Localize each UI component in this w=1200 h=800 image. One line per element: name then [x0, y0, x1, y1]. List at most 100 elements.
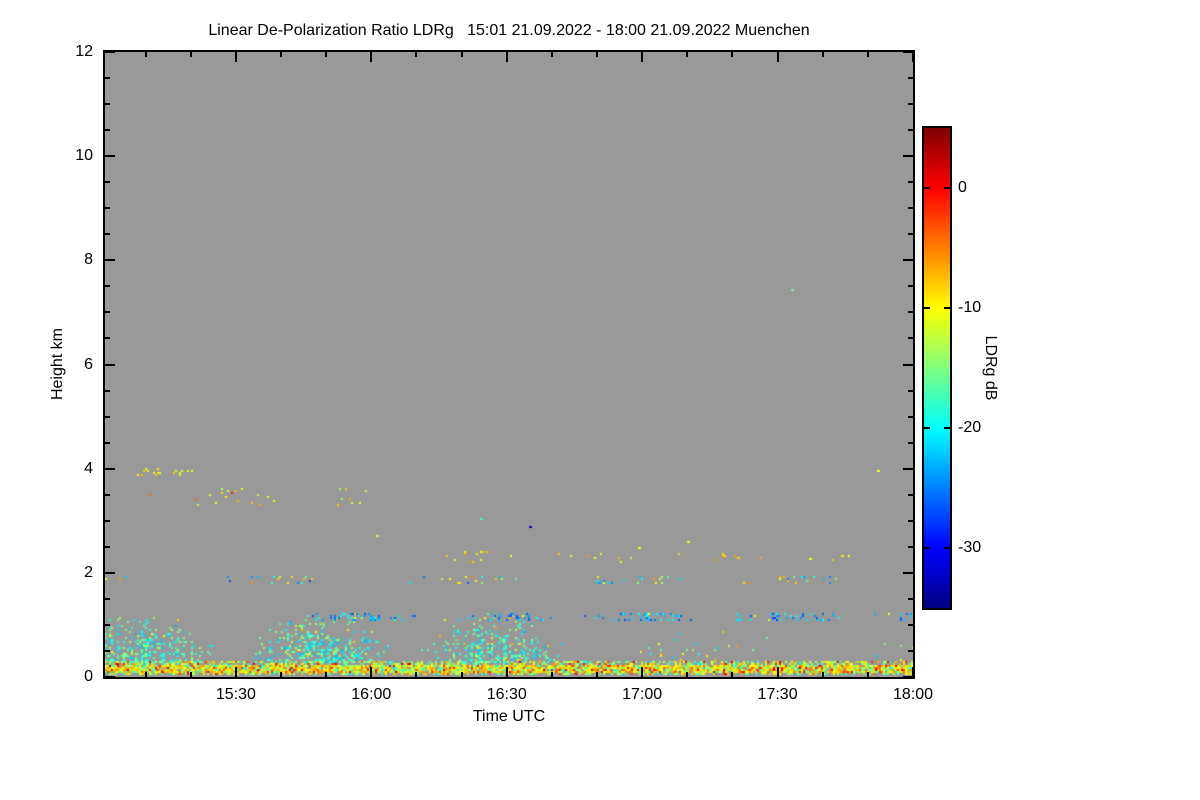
colorbar-tick	[944, 547, 950, 549]
y-axis-tick	[908, 390, 913, 392]
colorbar-tick-label: -30	[958, 539, 982, 556]
y-axis-tick	[105, 337, 110, 339]
y-axis-tick	[908, 520, 913, 522]
x-axis-tick	[822, 672, 824, 677]
colorbar-tick	[944, 187, 950, 189]
x-axis-tick	[280, 672, 282, 677]
x-axis-tick	[867, 672, 869, 677]
y-axis-tick	[105, 520, 110, 522]
y-axis-tick	[903, 364, 913, 366]
y-axis-tick	[105, 181, 110, 183]
x-tick-label: 16:00	[351, 686, 392, 703]
y-axis-tick	[908, 311, 913, 313]
y-axis-tick	[908, 77, 913, 79]
x-axis-tick	[235, 667, 237, 677]
y-axis-tick	[105, 416, 110, 418]
x-axis-tick	[641, 52, 643, 62]
y-axis-tick	[105, 259, 115, 261]
y-tick-label: 10	[75, 147, 93, 165]
y-axis-tick	[105, 676, 115, 678]
y-axis-tick	[105, 155, 115, 157]
colorbar-tick	[944, 307, 950, 309]
x-axis-tick	[506, 52, 508, 62]
x-axis-tick	[596, 672, 598, 677]
y-axis-tick	[105, 572, 115, 574]
y-axis-tick	[908, 624, 913, 626]
y-axis-tick	[105, 442, 110, 444]
y-axis-tick	[908, 494, 913, 496]
x-axis-tick	[190, 672, 192, 677]
y-axis-tick	[105, 103, 110, 105]
y-axis-tick	[903, 468, 913, 470]
y-axis-tick	[105, 311, 110, 313]
x-tick-label: 17:00	[622, 686, 663, 703]
y-axis-tick	[908, 337, 913, 339]
x-axis-tick	[415, 52, 417, 57]
y-axis-tick	[903, 676, 913, 678]
x-axis-tick	[731, 672, 733, 677]
x-axis-tick	[686, 52, 688, 57]
x-tick-label: 15:30	[215, 686, 256, 703]
x-axis-tick	[370, 52, 372, 62]
x-axis-tick	[912, 667, 914, 677]
x-axis-tick	[867, 52, 869, 57]
colorbar-tick	[924, 427, 930, 429]
x-axis-tick	[777, 52, 779, 62]
y-axis-tick	[105, 468, 115, 470]
x-axis-tick	[325, 672, 327, 677]
x-axis-tick	[280, 52, 282, 57]
colorbar-tick-label: -10	[958, 299, 982, 316]
y-axis-tick	[908, 129, 913, 131]
y-axis-tick	[105, 390, 110, 392]
y-axis-tick	[105, 598, 110, 600]
colorbar-tick	[944, 427, 950, 429]
y-axis-tick	[903, 572, 913, 574]
y-axis-tick	[105, 77, 110, 79]
x-axis-tick	[461, 52, 463, 57]
y-axis-tick	[105, 546, 110, 548]
y-axis-tick	[105, 624, 110, 626]
y-tick-label: 2	[84, 563, 93, 581]
y-axis-tick	[908, 207, 913, 209]
y-axis-tick	[105, 233, 110, 235]
y-axis-tick	[908, 103, 913, 105]
y-tick-label: 0	[84, 668, 93, 685]
x-axis-tick	[461, 672, 463, 677]
y-tick-label: 4	[84, 459, 93, 477]
y-axis-tick	[908, 285, 913, 287]
y-axis-tick	[105, 285, 110, 287]
y-axis-tick	[903, 155, 913, 157]
x-axis-tick	[415, 672, 417, 677]
heatmap-plot-area	[103, 50, 915, 679]
x-axis-tick	[190, 52, 192, 57]
y-axis-tick	[903, 259, 913, 261]
y-axis-tick	[908, 598, 913, 600]
chart-title: Linear De-Polarization Ratio LDRg 15:01 …	[208, 22, 810, 39]
colorbar-gradient	[924, 128, 950, 608]
x-axis-tick	[596, 52, 598, 57]
y-axis-tick	[908, 546, 913, 548]
x-axis-tick	[145, 672, 147, 677]
heatmap-canvas	[105, 52, 913, 677]
colorbar-tick	[924, 547, 930, 549]
y-axis-tick	[105, 494, 110, 496]
x-axis-tick	[641, 667, 643, 677]
colorbar-tick	[924, 307, 930, 309]
x-tick-label: 18:00	[892, 686, 934, 703]
y-axis-tick	[105, 51, 115, 53]
y-tick-label: 12	[75, 43, 93, 60]
y-axis-tick	[105, 207, 110, 209]
y-axis-tick	[908, 650, 913, 652]
x-axis-tick	[777, 667, 779, 677]
x-axis-label: Time UTC	[472, 708, 546, 725]
x-axis-tick	[822, 52, 824, 57]
y-axis-tick	[908, 233, 913, 235]
y-axis-tick	[105, 364, 115, 366]
colorbar-label: LDRg dB	[982, 335, 999, 401]
y-axis-tick	[105, 129, 110, 131]
x-axis-tick	[506, 667, 508, 677]
x-tick-label: 17:30	[757, 686, 798, 703]
y-axis-tick	[903, 51, 913, 53]
y-axis-tick	[105, 650, 110, 652]
